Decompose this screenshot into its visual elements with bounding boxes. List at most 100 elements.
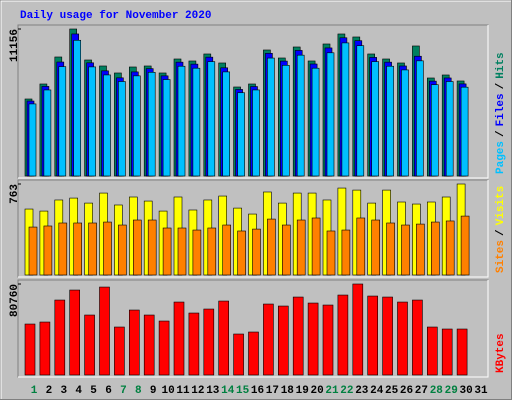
bar [39, 321, 51, 376]
legend: KBytes [495, 333, 507, 373]
bar [307, 302, 319, 376]
x-tick-label: 20 [310, 385, 323, 397]
bar [386, 222, 395, 276]
x-tick-label: 19 [296, 385, 309, 397]
bar [397, 301, 408, 376]
bar [426, 326, 438, 376]
x-tick-label: 6 [105, 385, 112, 397]
x-tick-label: 10 [161, 385, 174, 397]
bar [237, 92, 245, 177]
legend-entry: Sites [495, 240, 507, 273]
x-tick-label: 27 [415, 385, 428, 397]
bar [162, 79, 171, 177]
bar [267, 218, 276, 276]
panel-bevel [18, 280, 489, 378]
bar [401, 224, 410, 276]
bar [252, 228, 261, 276]
y-tick-label: 763 [9, 184, 21, 204]
bar [73, 39, 81, 177]
y-tick-label: 80760 [9, 284, 21, 317]
legend-entry: Hits [495, 52, 507, 78]
bar [177, 227, 187, 276]
bar [133, 75, 141, 177]
x-tick-label: 1 [31, 385, 38, 397]
bar [416, 223, 425, 276]
bar [58, 66, 67, 177]
bar [337, 294, 349, 376]
bar [133, 219, 142, 276]
bar [88, 66, 96, 177]
bar [118, 81, 126, 177]
bar [222, 224, 231, 276]
x-tick-label: 17 [266, 385, 279, 397]
bar [416, 60, 424, 177]
x-tick-label: 30 [459, 385, 472, 397]
bar [43, 225, 53, 276]
bar [192, 229, 202, 276]
bar [207, 61, 216, 177]
x-tick-label: 3 [60, 385, 67, 397]
bar [192, 67, 201, 177]
bar [147, 219, 157, 276]
bar [203, 308, 215, 376]
x-tick-label: 23 [355, 385, 369, 397]
bar [177, 65, 186, 177]
bar [322, 304, 334, 376]
panel-bevel [18, 180, 489, 278]
bar [143, 314, 155, 376]
x-tick-label: 15 [236, 385, 250, 397]
bar [129, 309, 140, 376]
bar [371, 61, 380, 177]
legend-entry: KBytes [495, 333, 507, 373]
bar [382, 296, 393, 376]
x-tick-label: 22 [340, 385, 353, 397]
bar [445, 81, 454, 177]
y-tick-label: 11156 [9, 29, 21, 62]
bar [296, 219, 306, 276]
bar [281, 65, 290, 177]
x-tick-label: 12 [191, 385, 204, 397]
bar [460, 86, 469, 177]
bar [430, 221, 440, 276]
bar [371, 219, 381, 276]
legend: Pages / Files / Hits [495, 52, 507, 174]
bar [207, 227, 217, 276]
bar [412, 299, 423, 376]
bar [118, 224, 127, 276]
bar [296, 54, 305, 177]
x-tick-label: 18 [281, 385, 295, 397]
bar [28, 226, 38, 276]
bar [281, 224, 291, 276]
bar [88, 222, 97, 276]
bar [58, 222, 68, 276]
legend-separator: / [495, 130, 507, 137]
x-tick-label: 4 [75, 385, 82, 397]
bar [114, 326, 125, 376]
x-tick-label: 26 [400, 385, 413, 397]
x-tick-label: 9 [150, 385, 157, 397]
bar [356, 217, 366, 276]
bar [401, 69, 409, 177]
x-tick-label: 11 [176, 385, 190, 397]
bar [24, 323, 36, 376]
x-tick-label: 24 [370, 385, 384, 397]
bar [430, 84, 439, 177]
bar [356, 45, 365, 177]
x-tick-label: 21 [325, 385, 339, 397]
bar [103, 221, 112, 276]
x-tick-label: 29 [445, 385, 458, 397]
bar [84, 314, 95, 376]
x-tick-label: 14 [221, 385, 235, 397]
bar [267, 57, 275, 177]
x-tick-label: 31 [474, 385, 488, 397]
bar [386, 65, 394, 177]
x-tick-label: 28 [430, 385, 444, 397]
bar [162, 227, 172, 276]
bar [28, 103, 37, 177]
bar [99, 286, 110, 376]
bar [277, 305, 289, 376]
x-tick-label: 5 [90, 385, 97, 397]
bar [147, 71, 156, 177]
